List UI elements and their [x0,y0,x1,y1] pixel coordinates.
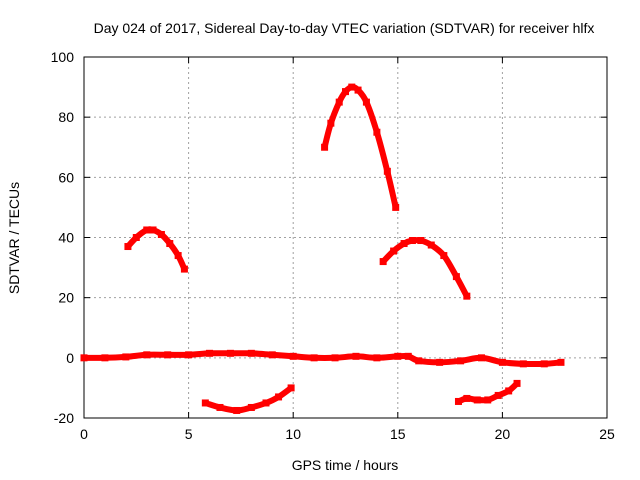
data-point [342,88,349,96]
data-point [477,354,485,362]
x-tick-label: 10 [285,426,301,442]
data-point [505,387,513,395]
y-tick-label: 60 [58,169,74,185]
axis-ticks: 0 5 10 15 20 25 -20 0 20 40 60 80 100 [51,49,615,442]
data-point [354,86,362,94]
chart-title: Day 024 of 2017, Sidereal Day-to-day VTE… [94,20,595,36]
y-tick-label: 20 [58,290,74,306]
data-point [180,265,188,273]
data-point [275,393,283,401]
data-point [415,357,423,365]
data-point [394,352,402,360]
x-tick-label: 0 [80,426,88,442]
data-point [287,384,295,392]
y-tick-label: 100 [51,49,75,65]
data-point [164,351,172,359]
data-point [185,351,193,359]
data-point [390,247,398,255]
data-point [124,243,132,251]
data-point [268,351,276,359]
data-point [454,397,462,405]
data-point [436,358,444,366]
data-series [80,83,565,414]
data-point [540,360,548,368]
data-point [519,360,527,368]
data-point [348,83,356,91]
data-point [262,399,270,407]
data-point [331,354,339,362]
data-point [417,237,425,245]
x-axis-label: GPS time / hours [292,457,399,473]
y-tick-label: 80 [58,109,74,125]
data-point [463,292,471,300]
data-point [513,379,521,387]
y-tick-label: 40 [58,230,74,246]
data-point [400,240,408,248]
data-point [498,358,506,366]
data-point [149,226,157,234]
x-tick-label: 25 [599,426,615,442]
data-point [463,394,471,402]
data-point [408,237,416,245]
data-point [174,252,182,260]
data-point [327,119,335,127]
data-point [233,406,241,414]
data-point [216,403,224,411]
data-point [335,98,343,106]
data-point [226,349,234,357]
data-point [452,273,460,281]
data-point [289,352,297,360]
data-point [484,396,492,404]
y-tick-label: 0 [66,350,74,366]
data-point [310,354,318,362]
x-tick-label: 15 [390,426,406,442]
data-point [427,241,435,249]
y-axis-label: SDTVAR / TECUs [6,182,22,294]
data-point [321,143,329,151]
data-point [247,403,255,411]
x-tick-label: 5 [185,426,193,442]
data-point [362,98,370,106]
data-point [247,349,255,357]
data-point [201,399,209,407]
data-point [373,354,381,362]
data-point [383,167,391,175]
y-tick-label: -20 [54,410,74,426]
data-point [132,234,140,241]
data-point [101,354,109,362]
data-point [392,203,400,211]
data-point [352,352,360,360]
data-point [473,396,481,404]
data-point [143,351,151,359]
x-tick-label: 20 [495,426,511,442]
data-point [157,230,165,238]
data-point [80,354,88,362]
data-point [166,240,174,248]
data-point [206,349,214,357]
data-point [379,258,387,266]
data-point [440,252,448,260]
data-point [143,226,151,234]
data-point [122,353,130,361]
data-point [557,358,565,366]
data-point [494,391,502,399]
data-point [457,357,465,365]
data-point [404,352,412,360]
data-point [373,128,381,136]
